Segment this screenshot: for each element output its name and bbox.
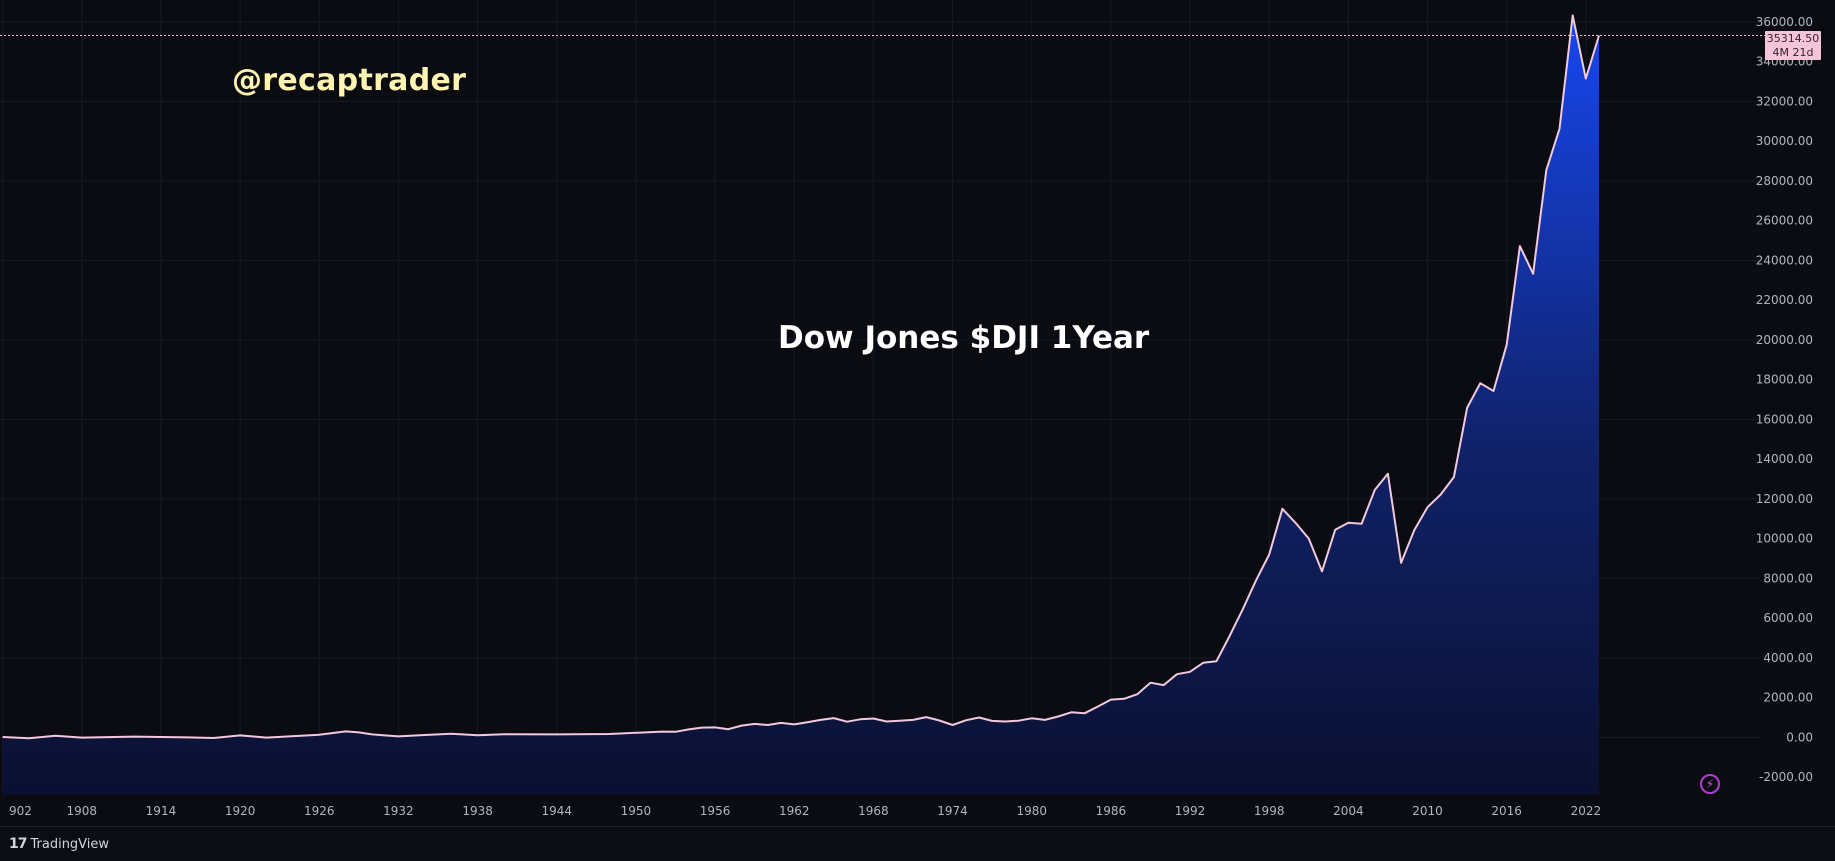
x-tick-label: 1920: [225, 804, 256, 818]
tradingview-brand-text: TradingView: [30, 836, 110, 852]
y-tick-label: 26000.00: [1756, 214, 1813, 228]
y-axis[interactable]: 36000.0034000.0032000.0030000.0028000.00…: [1756, 15, 1813, 784]
y-tick-label: 4000.00: [1763, 651, 1813, 665]
x-tick-label: 2010: [1412, 804, 1443, 818]
chart-area[interactable]: 36000.0034000.0032000.0030000.0028000.00…: [0, 0, 1835, 826]
x-tick-label: 2022: [1571, 804, 1602, 818]
area-series: [2, 14, 1600, 795]
x-tick-label: 1998: [1254, 804, 1285, 818]
y-tick-label: 22000.00: [1756, 293, 1813, 307]
area-fill: [2, 15, 1600, 795]
y-tick-label: 12000.00: [1756, 492, 1813, 506]
x-tick-label: 902: [9, 804, 32, 818]
x-tick-label: 1932: [383, 804, 414, 818]
y-tick-label: 0.00: [1786, 730, 1813, 744]
x-tick-label: 1956: [700, 804, 731, 818]
y-tick-label: 28000.00: [1756, 174, 1813, 188]
x-tick-label: 1968: [858, 804, 889, 818]
y-tick-label: 24000.00: [1756, 253, 1813, 267]
y-tick-label: 36000.00: [1756, 15, 1813, 29]
x-tick-label: 1980: [1016, 804, 1047, 818]
x-tick-label: 1944: [541, 804, 572, 818]
x-tick-label: 1914: [146, 804, 177, 818]
bar-countdown: 4M 21d: [1772, 46, 1814, 59]
y-tick-label: 6000.00: [1763, 611, 1813, 625]
tradingview-logo[interactable]: 17 TradingView: [9, 836, 109, 852]
x-tick-label: 2004: [1333, 804, 1364, 818]
y-tick-label: 18000.00: [1756, 373, 1813, 387]
y-tick-label: 32000.00: [1756, 94, 1813, 108]
x-tick-label: 1992: [1175, 804, 1206, 818]
x-tick-label: 1908: [67, 804, 98, 818]
y-tick-label: 14000.00: [1756, 452, 1813, 466]
x-tick-label: 1938: [462, 804, 493, 818]
y-tick-label: 10000.00: [1756, 532, 1813, 546]
x-tick-label: 1950: [621, 804, 652, 818]
x-tick-label: 1974: [937, 804, 968, 818]
y-tick-label: 2000.00: [1763, 691, 1813, 705]
y-tick-label: 20000.00: [1756, 333, 1813, 347]
footer-bar: 17 TradingView: [0, 826, 1835, 861]
chart-title: Dow Jones $DJI 1Year: [778, 320, 1150, 356]
current-price-label: 35314.50 4M 21d: [1765, 31, 1821, 60]
y-tick-label: 8000.00: [1763, 571, 1813, 585]
y-tick-label: 16000.00: [1756, 412, 1813, 426]
y-tick-label: -2000.00: [1759, 770, 1813, 784]
x-tick-label: 2016: [1491, 804, 1522, 818]
x-tick-label: 1926: [304, 804, 335, 818]
lightning-bolt-icon[interactable]: ⚡: [1700, 774, 1720, 794]
watermark-handle: @recaptrader: [232, 63, 467, 98]
series-line: [2, 14, 1600, 740]
x-axis[interactable]: 902 1908 1914 1920 1926 1932 1938 1944 1950 1956 1…: [9, 804, 1601, 818]
tradingview-logo-icon: 17: [9, 836, 28, 852]
x-tick-label: 1986: [1096, 804, 1127, 818]
current-price-value: 35314.50: [1766, 32, 1820, 45]
x-tick-label: 1962: [779, 804, 810, 818]
y-tick-label: 30000.00: [1756, 134, 1813, 148]
